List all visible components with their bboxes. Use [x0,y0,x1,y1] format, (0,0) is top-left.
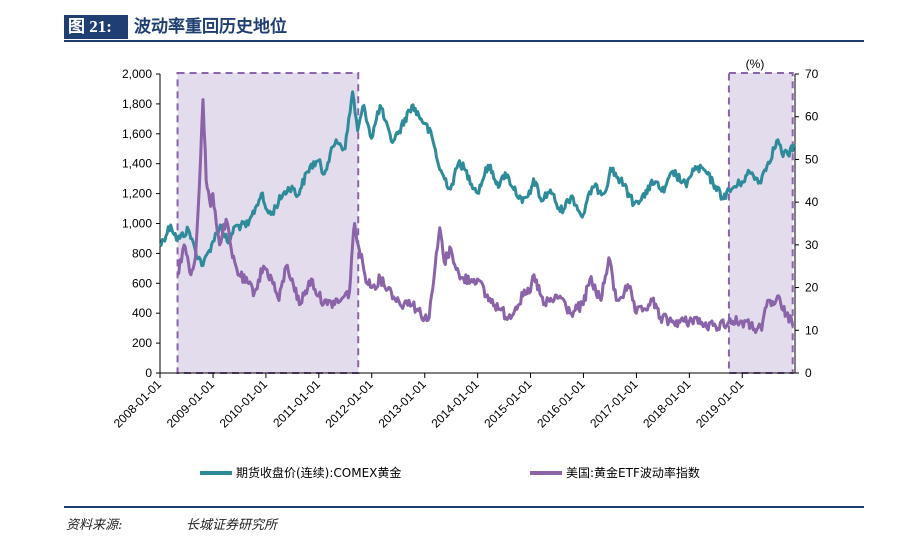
series-line-1 [159,90,796,268]
figure-label: 图 21: [64,15,128,39]
left-tick-label: 2,000 [122,67,152,81]
left-tick-label: 1,600 [122,127,152,141]
x-tick-label: 2011-01-01 [270,377,323,430]
left-tick-label: 0 [145,366,152,380]
source-label: 资料来源: [66,518,123,533]
figure-header: 图 21: 波动率重回历史地位 [64,12,864,42]
left-tick-label: 600 [132,276,152,290]
x-tick-label: 2015-01-01 [481,377,535,431]
right-axis-unit: (%) [746,57,765,71]
right-tick-label: 30 [805,238,819,252]
left-tick-label: 1,400 [122,157,152,171]
right-tick-label: 0 [805,366,812,380]
right-tick-label: 70 [805,67,819,81]
footer-rule [64,506,864,508]
left-tick-label: 400 [132,306,152,320]
left-tick-label: 800 [132,246,152,260]
highlight-period-1 [176,72,360,374]
x-tick-label: 2016-01-01 [534,377,588,431]
x-tick-label: 2019-01-01 [693,377,747,431]
header-rule [64,40,864,42]
right-tick-label: 50 [805,152,819,166]
x-tick-label: 2008-01-01 [111,377,165,431]
left-tick-label: 1,000 [122,217,152,231]
legend-label-1: 期货收盘价(连续):COMEX黄金 [236,465,401,480]
x-tick-label: 2009-01-01 [164,377,218,431]
series-line-2 [176,98,795,334]
x-tick-label: 2014-01-01 [428,377,482,431]
source-text: 长城证券研究所 [186,518,278,533]
right-tick-label: 20 [805,281,819,295]
x-tick-label: 2010-01-01 [217,377,271,431]
left-tick-label: 1,200 [122,187,152,201]
left-tick-label: 1,800 [122,97,152,111]
dual-axis-line-chart: 02004006008001,0001,2001,4001,6001,8002,… [111,57,819,480]
right-tick-label: 40 [805,195,819,209]
x-tick-label: 2013-01-01 [376,377,430,431]
x-tick-label: 2017-01-01 [587,377,641,431]
right-tick-label: 60 [805,110,819,124]
legend-label-2: 美国:黄金ETF波动率指数 [566,465,700,480]
figure-title: 波动率重回历史地位 [134,17,287,37]
right-tick-label: 10 [805,323,819,337]
x-tick-label: 2012-01-01 [323,377,377,431]
left-tick-label: 200 [132,336,152,350]
x-tick-label: 2018-01-01 [640,377,694,431]
